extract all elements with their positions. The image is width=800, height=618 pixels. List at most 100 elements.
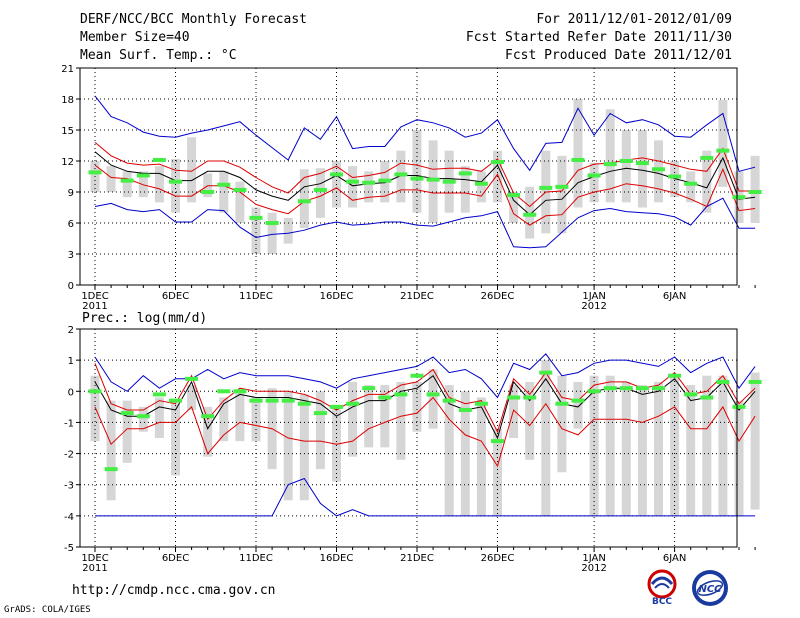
x-tick-label: 6DEC bbox=[162, 553, 189, 564]
y-tick-label: -2 bbox=[64, 450, 74, 461]
series-max-line bbox=[94, 353, 756, 399]
observed-marker bbox=[458, 171, 472, 176]
x-tick-label: 1DEC bbox=[81, 553, 108, 564]
observed-marker bbox=[330, 404, 343, 409]
observed-marker bbox=[394, 392, 408, 397]
observed-marker bbox=[410, 176, 424, 181]
ensemble-box bbox=[251, 397, 261, 442]
observed-marker bbox=[442, 179, 456, 184]
observed-marker bbox=[748, 379, 762, 384]
ensemble-box bbox=[412, 130, 422, 213]
observed-marker bbox=[249, 215, 263, 220]
observed-marker bbox=[88, 389, 102, 394]
ensemble-box bbox=[476, 397, 486, 516]
ensemble-box bbox=[686, 385, 696, 516]
observed-marker bbox=[748, 190, 762, 194]
observed-marker bbox=[507, 395, 521, 400]
variable-label-prec: Prec.: log(mm/d) bbox=[82, 311, 208, 326]
forecast-start-date: Fcst Started Refer Date 2011/11/30 bbox=[465, 30, 732, 45]
panel-temperature: 0 3 6 9 12 15 18 21 1DEC 6DEC 11DEC 16DEC 21DEC 26DEC… bbox=[61, 64, 762, 312]
variable-label-temp: Mean Surf. Temp.: °C bbox=[80, 48, 237, 63]
observed-marker bbox=[313, 411, 327, 416]
observed-marker bbox=[185, 376, 199, 381]
plot-frame bbox=[79, 328, 738, 548]
ensemble-box bbox=[525, 381, 535, 460]
grads-credit: GrADS: COLA/IGES bbox=[4, 605, 91, 615]
observed-marker bbox=[700, 155, 714, 160]
y-tick-label: -4 bbox=[64, 512, 74, 523]
ensemble-box bbox=[541, 360, 551, 516]
ensemble-box bbox=[187, 137, 197, 203]
y-tick-label: 9 bbox=[68, 188, 74, 199]
y-tick-label: 0 bbox=[68, 281, 74, 292]
ensemble-box bbox=[637, 130, 647, 208]
ensemble-box bbox=[315, 391, 325, 470]
ensemble-box bbox=[106, 400, 116, 501]
ensemble-box bbox=[525, 186, 535, 239]
y-tick-label: -5 bbox=[64, 543, 74, 554]
observed-marker bbox=[458, 407, 472, 412]
ensemble-box bbox=[396, 381, 406, 460]
ensemble-box bbox=[621, 130, 631, 203]
observed-marker bbox=[668, 373, 682, 378]
x-tick-label: 1JAN bbox=[582, 553, 605, 564]
series-lower-line bbox=[94, 396, 756, 468]
ensemble-box bbox=[235, 391, 245, 442]
ncc-logo: NCC bbox=[686, 568, 734, 608]
observed-marker bbox=[474, 401, 488, 406]
observed-marker bbox=[152, 392, 166, 397]
observed-marker bbox=[201, 190, 215, 194]
series-min-line bbox=[95, 477, 756, 517]
ensemble-box bbox=[412, 381, 422, 432]
ensemble-box bbox=[219, 171, 229, 213]
ensemble-box bbox=[428, 369, 438, 429]
source-url[interactable]: http://cmdp.ncc.cma.gov.cn bbox=[72, 583, 276, 598]
observed-marker bbox=[410, 373, 424, 378]
ensemble-box bbox=[573, 99, 583, 208]
observed-marker bbox=[523, 395, 537, 400]
y-tick-label: 0 bbox=[68, 387, 74, 398]
ensemble-box bbox=[283, 391, 293, 501]
observed-marker bbox=[233, 187, 247, 192]
observed-marker bbox=[120, 178, 134, 183]
y-tick-label: 1 bbox=[68, 356, 74, 367]
observed-marker bbox=[474, 181, 488, 186]
observed-marker bbox=[88, 170, 102, 175]
ensemble-box bbox=[605, 375, 615, 516]
y-tick-label: -1 bbox=[64, 418, 74, 429]
ensemble-box bbox=[750, 372, 760, 510]
bcc-logo-text: BCC bbox=[652, 597, 672, 606]
series-min-line bbox=[94, 197, 756, 249]
x-tick-label: 16DEC bbox=[320, 291, 354, 302]
observed-marker bbox=[169, 398, 182, 403]
y-tick-label: 15 bbox=[61, 126, 74, 137]
series-median-line bbox=[94, 151, 756, 216]
ensemble-box bbox=[589, 163, 599, 203]
observed-marker bbox=[297, 199, 311, 204]
observed-marker bbox=[587, 389, 601, 394]
ensemble-box bbox=[283, 217, 293, 244]
x-year-label: 2012 bbox=[581, 301, 606, 312]
observed-marker bbox=[362, 386, 376, 391]
observed-marker bbox=[539, 185, 553, 190]
y-tick-label: 2 bbox=[68, 325, 74, 336]
observed-marker bbox=[201, 414, 215, 419]
ensemble-box bbox=[509, 192, 519, 223]
observed-marker bbox=[136, 414, 150, 419]
observed-marker bbox=[249, 398, 263, 403]
ensemble-box bbox=[557, 155, 567, 234]
observed-marker bbox=[120, 411, 134, 416]
observed-marker bbox=[732, 195, 746, 200]
x-tick-label: 11DEC bbox=[239, 291, 273, 302]
observed-marker bbox=[281, 398, 295, 403]
ensemble-box bbox=[493, 428, 502, 516]
ensemble-box bbox=[267, 212, 277, 254]
ensemble-box bbox=[734, 400, 744, 516]
y-tick-label: 18 bbox=[61, 95, 74, 106]
member-size: Member Size=40 bbox=[80, 30, 190, 45]
y-tick-label: -3 bbox=[64, 481, 74, 492]
observed-marker bbox=[362, 180, 376, 185]
ensemble-box bbox=[750, 155, 760, 223]
y-tick-label: 12 bbox=[61, 157, 74, 168]
